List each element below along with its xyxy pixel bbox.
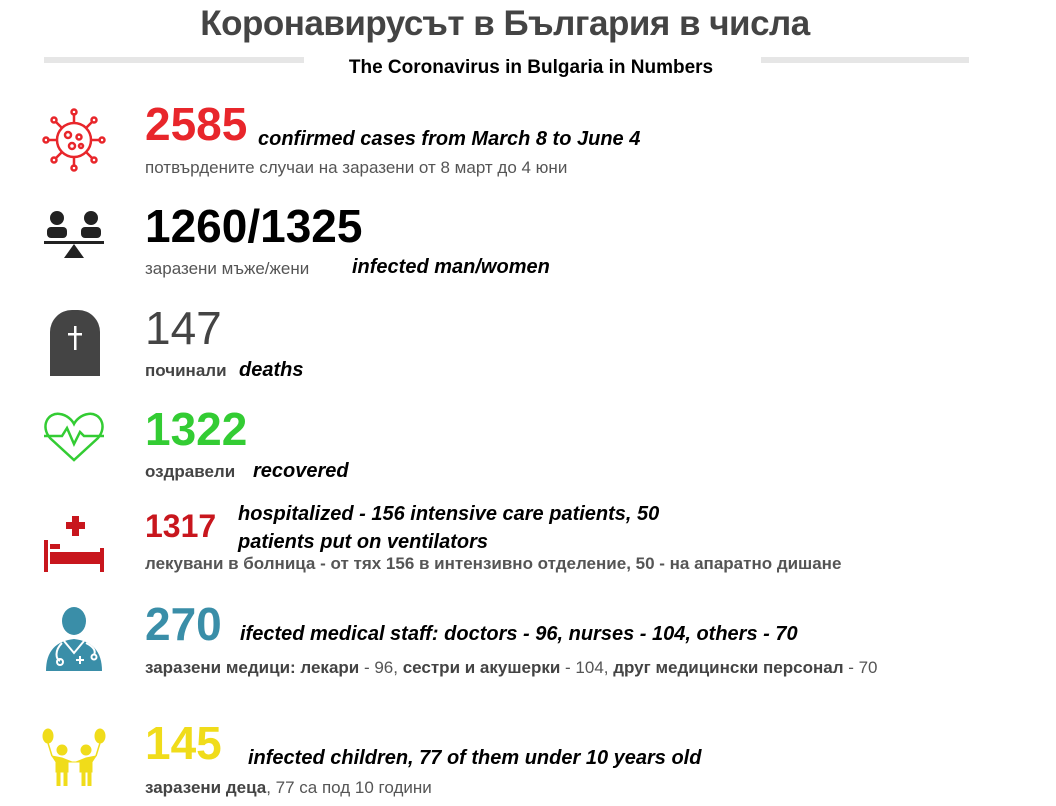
bg-segment: сестри и акушерки [402,658,561,677]
divider-left [44,57,304,63]
medical-label-bg: заразени медици: лекари - 96, сестри и а… [145,658,878,678]
children-label-en: infected children, 77 of them under 10 y… [248,747,702,769]
deaths-value: 147 [145,302,222,354]
bg-segment: - 104, [560,658,614,677]
gender-balance-icon [44,211,104,258]
bg-segment: - 96, [359,658,403,677]
medical-label-en: ifected medical staff: doctors - 96, nur… [240,623,798,646]
virus-icon [42,108,106,172]
hospitalized-label-en-2: patients put on ventilators [238,531,489,553]
medical-value: 270 [145,598,222,650]
tombstone-icon [50,310,100,376]
children-value: 145 [145,717,222,769]
confirmed-label-bg: потвърдените случаи на заразени от 8 мар… [145,158,568,177]
bg-segment: заразени деца [145,778,267,797]
recovered-label-bg: оздравели [145,462,236,481]
doctor-icon [46,607,102,671]
children-label-bg: заразени деца, 77 са под 10 години [145,778,432,798]
page-title: Коронавирусът в България в числа [200,4,810,43]
confirmed-value: 2585 [145,98,248,150]
recovered-label-en: recovered [253,460,349,482]
deaths-label-en: deaths [239,359,304,381]
gender-value: 1260/1325 [145,200,363,252]
bg-segment: заразени медици: лекари [145,658,360,677]
heartbeat-icon [44,412,104,462]
gender-label-en: infected man/women [352,256,550,278]
bg-segment: - 70 [843,658,878,677]
hospital-bed-icon [44,516,104,572]
gender-label-bg: заразени мъже/жени [145,259,310,278]
hospitalized-label-en-1: hospitalized - 156 intensive care patien… [238,503,660,525]
bg-segment: друг медицински персонал [613,658,844,677]
confirmed-label-en: confirmed cases from March 8 to June 4 [258,128,641,150]
children-balloons-icon [42,728,106,786]
page-subtitle: The Coronavirus in Bulgaria in Numbers [348,57,714,78]
recovered-value: 1322 [145,403,248,455]
deaths-label-bg: починали [145,361,227,380]
hospitalized-label-bg: лекувани в болница - от тях 156 в интенз… [145,554,842,573]
hospitalized-value: 1317 [145,508,217,544]
divider-right [761,57,969,63]
medical-label-en-text: ifected medical staff: doctors - 96, nur… [240,623,798,645]
bg-segment: , 77 са под 10 години [266,778,432,797]
